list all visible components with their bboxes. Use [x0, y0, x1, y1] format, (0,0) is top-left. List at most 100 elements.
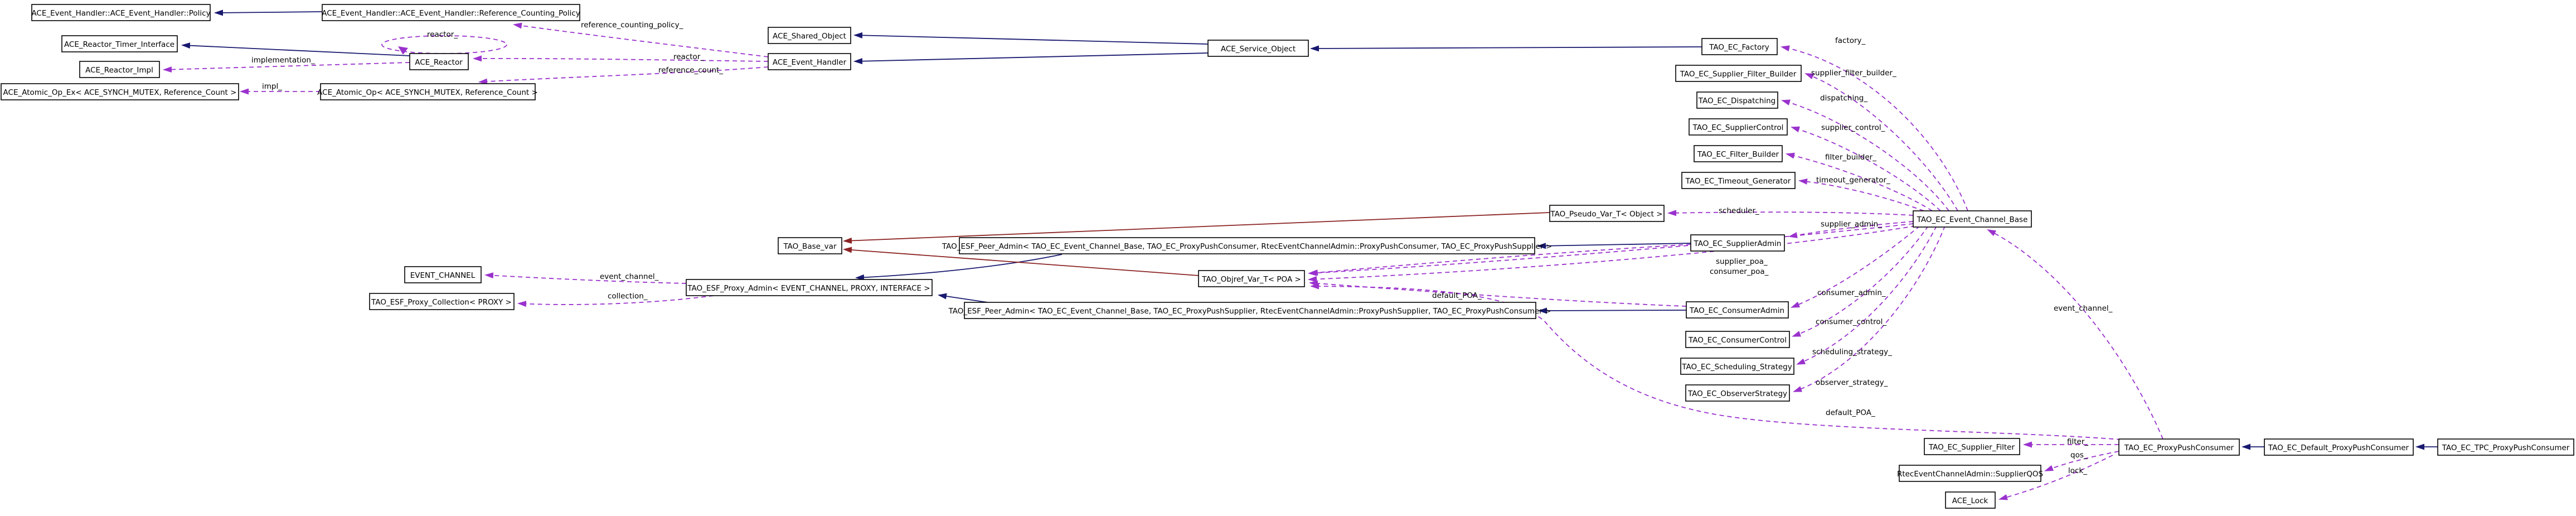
node-ace-reactor[interactable]: ACE_Reactor — [409, 53, 469, 70]
svg-text:ACE_Lock: ACE_Lock — [1952, 496, 1988, 505]
node-ace-reactor-impl[interactable]: ACE_Reactor_Impl — [79, 61, 160, 78]
edge-label-reference-counting-policy: reference_counting_policy_ — [581, 21, 683, 30]
edge-label-impl: impl_ — [262, 82, 282, 91]
edge-reactor-to-timer-interface — [181, 42, 410, 56]
edge-hub-to-timeout-generator — [1798, 178, 1924, 211]
node-tao-pseudo-var-t-object[interactable]: TAO_Pseudo_Var_T< Object > — [1549, 205, 1665, 222]
edge-pseudo-to-basevar — [843, 212, 1550, 244]
edge-label-consumer-admin: consumer_admin_ — [1817, 288, 1886, 297]
edge-label-collection: collection_ — [608, 292, 648, 301]
edge-evh-to-rcp — [513, 22, 769, 57]
node-tao-ec-consumer-control[interactable]: TAO_EC_ConsumerControl — [1685, 331, 1790, 348]
edge-label-filter-builder: filter_builder_ — [1825, 153, 1876, 162]
svg-text:ACE_Reactor_Impl: ACE_Reactor_Impl — [85, 66, 153, 75]
svg-text:TAO_EC_ConsumerAdmin: TAO_EC_ConsumerAdmin — [1689, 306, 1784, 315]
edge-ppc-to-qos — [2044, 451, 2119, 471]
svg-text:TAO_EC_SupplierControl: TAO_EC_SupplierControl — [1692, 123, 1784, 132]
svg-text:TAO_ESF_Peer_Admin< TAO_EC_Eve: TAO_ESF_Peer_Admin< TAO_EC_Event_Channel… — [942, 242, 1552, 251]
svg-text:ACE_Atomic_Op_Ex< ACE_SYNCH_MU: ACE_Atomic_Op_Ex< ACE_SYNCH_MUTEX, Refer… — [3, 88, 237, 97]
edge-ppc-to-hub-event-channel — [1987, 229, 2163, 440]
node-tao-ec-consumer-admin[interactable]: TAO_EC_ConsumerAdmin — [1686, 301, 1789, 319]
node-tao-ec-scheduling-strategy[interactable]: TAO_EC_Scheduling_Strategy — [1680, 358, 1794, 375]
svg-text:TAO_EC_Default_ProxyPushConsum: TAO_EC_Default_ProxyPushConsumer — [2268, 443, 2409, 452]
node-tao-ec-tpc-proxy-push-consumer[interactable]: TAO_EC_TPC_ProxyPushConsumer — [2437, 438, 2574, 456]
svg-text:TAO_Objref_Var_T< POA >: TAO_Objref_Var_T< POA > — [1201, 275, 1301, 284]
svg-text:TAO_Base_var: TAO_Base_var — [783, 242, 836, 251]
edge-label-reactor: reactor_ — [673, 52, 704, 61]
node-tao-esf-proxy-collection[interactable]: TAO_ESF_Proxy_Collection< PROXY > — [369, 293, 515, 310]
edge-label-factory: factory_ — [1835, 36, 1866, 45]
node-tao-esf-proxy-admin[interactable]: TAO_ESF_Proxy_Admin< EVENT_CHANNEL, PROX… — [686, 279, 933, 296]
svg-text:TAO_EC_Supplier_Filter_Builder: TAO_EC_Supplier_Filter_Builder — [1680, 70, 1797, 79]
edge-hub-to-supplier-admin — [1788, 221, 1914, 238]
node-ace-event-handler-policy[interactable]: ACE_Event_Handler::ACE_Event_Handler::Po… — [31, 4, 211, 21]
node-ace-lock[interactable]: ACE_Lock — [1945, 491, 1996, 509]
edge-label-qos: qos_ — [2070, 451, 2088, 460]
edge-hub-to-supplier-filter-builder — [1804, 73, 1958, 211]
node-tao-esf-peer-admin-supplier[interactable]: TAO_ESF_Peer_Admin< TAO_EC_Event_Channel… — [948, 302, 1551, 319]
node-ace-event-handler-reference-counting-policy[interactable]: ACE_Event_Handler::ACE_Event_Handler::Re… — [322, 4, 580, 21]
node-tao-ec-supplier-control[interactable]: TAO_EC_SupplierControl — [1689, 118, 1788, 136]
node-tao-ec-event-channel-base[interactable]: TAO_EC_Event_Channel_Base — [1913, 210, 2032, 228]
edge-hub-to-observer-strategy — [1793, 225, 1946, 392]
node-event-channel[interactable]: EVENT_CHANNEL — [404, 266, 482, 283]
svg-text:TAO_EC_TPC_ProxyPushConsumer: TAO_EC_TPC_ProxyPushConsumer — [2442, 443, 2570, 452]
edge-label-supplier-control: supplier_control_ — [1821, 123, 1885, 132]
node-ace-shared-object[interactable]: ACE_Shared_Object — [768, 27, 851, 44]
svg-text:ACE_Reactor: ACE_Reactor — [415, 58, 463, 67]
node-tao-ec-timeout-generator[interactable]: TAO_EC_Timeout_Generator — [1681, 172, 1796, 189]
node-rtec-supplier-qos[interactable]: RtecEventChannelAdmin::SupplierQOS — [1897, 465, 2043, 482]
node-tao-ec-supplier-admin[interactable]: TAO_EC_SupplierAdmin — [1690, 234, 1785, 252]
svg-text:TAO_EC_ObserverStrategy: TAO_EC_ObserverStrategy — [1687, 389, 1787, 398]
node-tao-ec-supplier-filter[interactable]: TAO_EC_Supplier_Filter — [1924, 438, 2020, 455]
node-tao-base-var[interactable]: TAO_Base_var — [778, 237, 842, 254]
node-ace-service-object[interactable]: ACE_Service_Object — [1207, 40, 1309, 57]
edge-reactor-to-impl — [163, 62, 410, 73]
node-tao-ec-observer-strategy[interactable]: TAO_EC_ObserverStrategy — [1685, 384, 1790, 402]
node-ace-event-handler[interactable]: ACE_Event_Handler — [768, 53, 851, 70]
node-ace-atomic-op-ex[interactable]: ACE_Atomic_Op_Ex< ACE_SYNCH_MUTEX, Refer… — [1, 83, 239, 100]
svg-text:TAO_ESF_Proxy_Collection< PROX: TAO_ESF_Proxy_Collection< PROXY > — [371, 298, 512, 307]
edge-label-scheduler: scheduler_ — [1719, 206, 1759, 215]
svg-text:ACE_Event_Handler: ACE_Event_Handler — [773, 58, 847, 67]
node-tao-ec-filter-builder[interactable]: TAO_EC_Filter_Builder — [1694, 145, 1783, 162]
node-tao-ec-factory[interactable]: TAO_EC_Factory — [1701, 38, 1778, 55]
svg-text:TAO_EC_Timeout_Generator: TAO_EC_Timeout_Generator — [1685, 177, 1791, 186]
edge-service-to-event-handler — [853, 52, 1209, 65]
node-tao-ec-supplier-filter-builder[interactable]: TAO_EC_Supplier_Filter_Builder — [1675, 65, 1802, 82]
edge-hub-to-consumer-admin — [1791, 225, 1920, 308]
node-ace-atomic-op[interactable]: ACE_Atomic_Op< ACE_SYNCH_MUTEX, Referenc… — [317, 83, 538, 100]
svg-text:TAO_EC_Dispatching: TAO_EC_Dispatching — [1698, 97, 1775, 105]
node-tao-ec-dispatching[interactable]: TAO_EC_Dispatching — [1696, 91, 1778, 109]
node-tao-esf-peer-admin-consumer[interactable]: TAO_ESF_Peer_Admin< TAO_EC_Event_Channel… — [942, 237, 1552, 254]
edge-label-supplier-poa: supplier_poa_ — [1716, 257, 1768, 266]
edge-hub-to-dispatching — [1781, 99, 1949, 211]
svg-text:RtecEventChannelAdmin::Supplie: RtecEventChannelAdmin::SupplierQOS — [1897, 470, 2043, 479]
node-ace-reactor-timer-interface[interactable]: ACE_Reactor_Timer_Interface — [61, 35, 178, 52]
edge-label-default-poa-consumer: default_POA_ — [1432, 291, 1482, 300]
svg-text:EVENT_CHANNEL: EVENT_CHANNEL — [410, 271, 476, 280]
edge-label-supplier-admin: supplier_admin_ — [1821, 220, 1882, 229]
edge-label-filter: filter_ — [2067, 437, 2088, 446]
svg-text:ACE_Atomic_Op< ACE_SYNCH_MUTEX: ACE_Atomic_Op< ACE_SYNCH_MUTEX, Referenc… — [317, 88, 538, 97]
edge-factory-to-service-object — [1310, 45, 1702, 52]
edge-label-implementation: implementation_ — [251, 56, 315, 65]
edge-label-lock: lock_ — [2068, 466, 2087, 475]
edge-evh-to-reactor — [473, 55, 769, 62]
edge-proxyadmin-to-collection — [517, 295, 714, 307]
svg-text:TAO_EC_ProxyPushConsumer: TAO_EC_ProxyPushConsumer — [2124, 443, 2234, 452]
svg-text:ACE_Event_Handler::ACE_Event_H: ACE_Event_Handler::ACE_Event_Handler::Po… — [31, 9, 210, 18]
node-tao-ec-default-proxy-push-consumer[interactable]: TAO_EC_Default_ProxyPushConsumer — [2264, 438, 2414, 456]
edge-ppc-to-objref-default-poa — [1310, 283, 2122, 440]
edge-label-timeout-generator: timeout_generator_ — [1816, 176, 1890, 185]
svg-text:TAO_EC_Event_Channel_Base: TAO_EC_Event_Channel_Base — [1917, 215, 2028, 224]
svg-text:ACE_Service_Object: ACE_Service_Object — [1221, 45, 1296, 54]
node-tao-objref-var-t-poa[interactable]: TAO_Objref_Var_T< POA > — [1198, 270, 1305, 287]
node-tao-ec-proxy-push-consumer[interactable]: TAO_EC_ProxyPushConsumer — [2118, 438, 2240, 456]
edge-hub-to-scheduling-strategy — [1796, 225, 1937, 365]
edge-hub-to-consumer-control — [1792, 225, 1929, 337]
edge-hub-to-filter-builder — [1786, 152, 1933, 211]
edge-label-observer-strategy: observer_strategy_ — [1816, 378, 1888, 387]
edge-label-reference-count: reference_count_ — [658, 66, 723, 75]
edge-label-event-channel-admin: event_channel_ — [600, 272, 659, 281]
